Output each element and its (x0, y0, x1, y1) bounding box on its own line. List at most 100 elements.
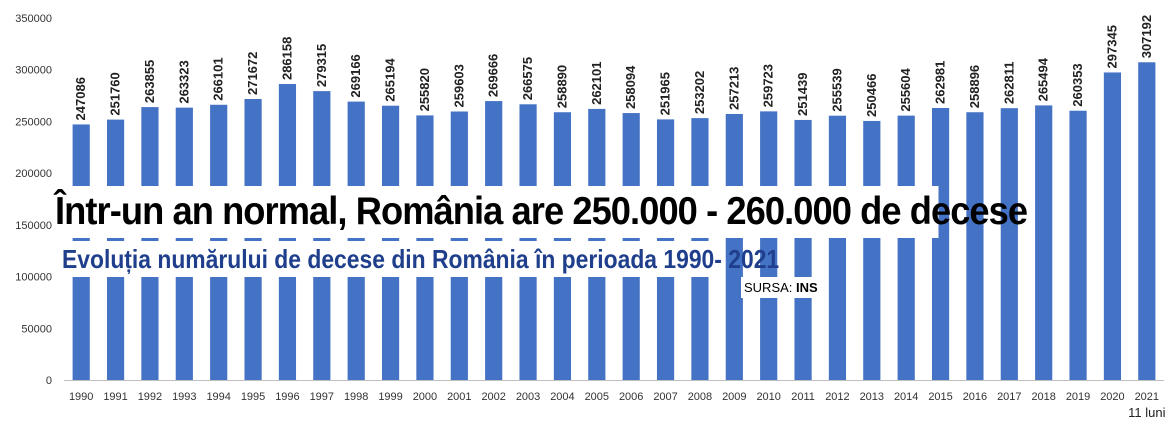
x-tick-label: 1997 (310, 391, 334, 403)
bar (485, 101, 503, 380)
x-tick-label: 1996 (275, 391, 299, 403)
bar (553, 112, 572, 381)
data-label: 258896 (967, 65, 982, 108)
x-tick-label: 2016 (963, 391, 987, 403)
bar (1000, 108, 1018, 380)
bar (588, 108, 606, 380)
x-tick-label: 2020 (1100, 391, 1124, 403)
bar (760, 111, 778, 381)
bar (794, 119, 812, 380)
x-tick-label: 2011 (791, 391, 815, 403)
x-tick-label: 2013 (860, 391, 884, 403)
data-label: 286158 (279, 37, 294, 80)
bar (966, 112, 984, 380)
bar (1035, 105, 1053, 380)
bar (1103, 72, 1122, 380)
y-tick-label: 0 (46, 375, 52, 387)
x-tick-label: 1991 (103, 391, 127, 403)
bar (725, 113, 743, 381)
data-label: 271672 (245, 52, 260, 95)
data-label: 255604 (898, 67, 913, 111)
bar (863, 120, 881, 380)
bar (1069, 110, 1087, 380)
x-tick-label: 2008 (688, 391, 712, 403)
data-label: 250466 (864, 74, 879, 117)
bar (313, 91, 331, 380)
bar (381, 105, 400, 381)
data-label: 259603 (451, 64, 466, 107)
bar (1138, 62, 1156, 381)
x-tick-label: 2009 (722, 391, 746, 403)
data-label: 279315 (314, 44, 329, 87)
x-tick-label: 2019 (1066, 391, 1090, 403)
data-label: 263855 (142, 60, 157, 103)
data-label: 307192 (1139, 15, 1154, 58)
y-tick-label: 300000 (15, 65, 52, 77)
x-tick-label: 2010 (756, 391, 780, 403)
x-tick-label: 2014 (894, 391, 918, 403)
y-tick-label: 250000 (15, 116, 52, 128)
bar (691, 118, 709, 380)
x-tick-label: 1995 (241, 391, 265, 403)
x-tick-label: 2001 (447, 391, 471, 403)
data-label: 266575 (520, 57, 535, 100)
data-label: 258094 (623, 65, 638, 109)
x-tick-label: 2015 (928, 391, 952, 403)
x-tick-label: 2003 (516, 391, 540, 403)
x-axis-note: 11 luni (1128, 405, 1165, 420)
y-tick-label: 150000 (15, 220, 52, 232)
x-tick-label: 2002 (481, 391, 505, 403)
data-label: 262811 (1001, 62, 1016, 105)
data-label: 255539 (829, 68, 844, 111)
bar (278, 84, 297, 380)
x-tick-label: 2021 (1135, 391, 1159, 403)
bar (141, 107, 159, 380)
bar (828, 115, 847, 381)
y-tick-label: 100000 (15, 272, 52, 284)
bar (347, 101, 365, 380)
x-tick-label: 2012 (825, 391, 849, 403)
bar (897, 115, 915, 380)
data-label: 251965 (658, 72, 673, 115)
x-tick-label: 1990 (69, 391, 93, 403)
data-label: 269166 (348, 54, 363, 97)
x-tick-label: 2004 (550, 391, 574, 403)
x-tick-label: 2018 (1031, 391, 1055, 403)
bar (175, 107, 193, 381)
y-tick-label: 350000 (15, 13, 52, 25)
data-label: 265194 (383, 58, 398, 102)
bar (622, 113, 640, 380)
data-label: 251760 (108, 72, 123, 115)
data-label: 262981 (933, 61, 948, 104)
bar (72, 124, 90, 381)
data-label: 253202 (692, 71, 707, 114)
data-label: 265494 (1036, 57, 1051, 101)
x-tick-label: 1992 (138, 391, 162, 403)
x-tick-label: 2017 (997, 391, 1021, 403)
data-label: 247086 (73, 77, 88, 120)
data-label: 257213 (726, 67, 741, 110)
x-tick-label: 2000 (413, 391, 437, 403)
y-tick-label: 200000 (15, 168, 52, 180)
bar (106, 119, 125, 381)
bar (931, 108, 950, 381)
data-label: 258890 (554, 65, 569, 108)
data-label: 255820 (417, 68, 432, 111)
x-tick-label: 1994 (206, 391, 230, 403)
x-tick-label: 1998 (344, 391, 368, 403)
x-tick-label: 2006 (619, 391, 643, 403)
x-tick-label: 2007 (653, 391, 677, 403)
data-label: 266101 (211, 57, 226, 100)
data-label: 260353 (1070, 63, 1085, 106)
bar (519, 104, 537, 381)
data-label: 263323 (176, 60, 191, 103)
bar (656, 119, 675, 380)
x-tick-label: 1999 (378, 391, 402, 403)
bar (450, 111, 468, 380)
y-tick-label: 50000 (21, 323, 52, 335)
data-label: 262101 (589, 62, 604, 105)
bar (210, 104, 228, 380)
data-label: 269666 (486, 54, 501, 97)
x-tick-label: 1993 (172, 391, 196, 403)
